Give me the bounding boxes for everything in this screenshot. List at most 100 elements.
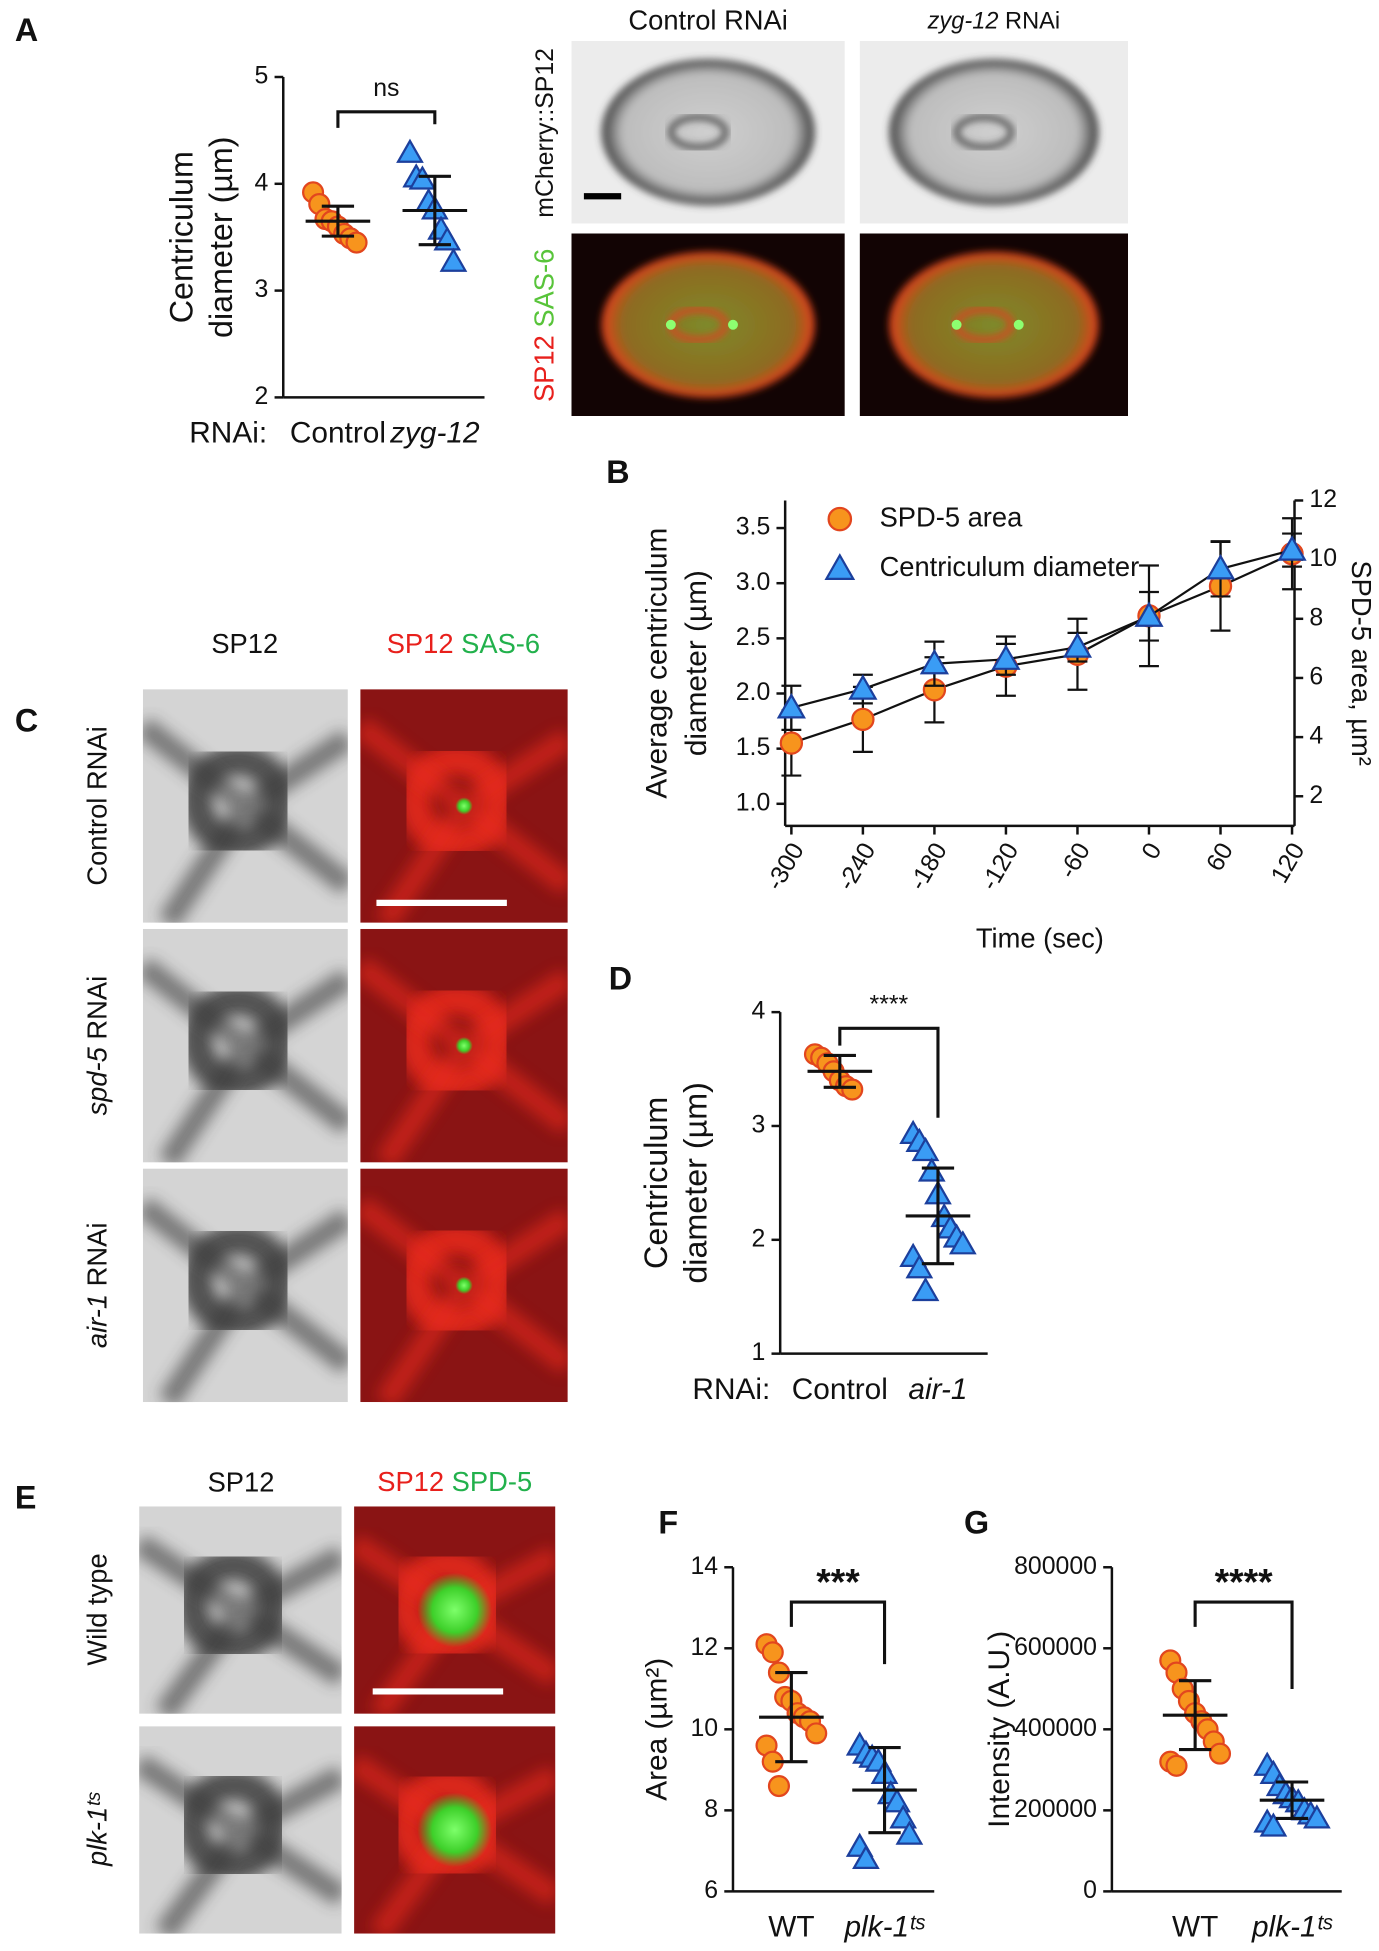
channel-red: SP12: [377, 1466, 444, 1497]
gene: zyg-12: [927, 9, 999, 35]
x-tick-label: air-1: [908, 1373, 967, 1406]
point: [396, 138, 424, 163]
channel-green: SAS-6: [529, 249, 560, 328]
y-axis-label: diameter (µm): [203, 136, 239, 338]
point: [895, 1820, 924, 1845]
panel-label: E: [15, 1480, 37, 1516]
y2-tick-label: 10: [1309, 545, 1337, 572]
category-prefix: RNAi:: [692, 1373, 770, 1406]
point: [779, 731, 804, 755]
y-tick-label: 200000: [1014, 1796, 1097, 1823]
x-tick-label: -300: [761, 839, 809, 896]
micrographs: [139, 40, 1129, 1934]
fibers: [139, 1754, 342, 1934]
point: [805, 1722, 828, 1745]
y-tick-label: 4: [255, 169, 269, 196]
y-tick-label: 2.5: [736, 624, 771, 651]
y-axis-label: diameter (µm): [678, 1082, 714, 1284]
panel-label: F: [658, 1505, 678, 1541]
suffix: RNAi: [82, 1223, 113, 1287]
y2-tick-label: 2: [1309, 782, 1323, 809]
micrograph: [859, 40, 1129, 224]
y2-tick-label: 8: [1309, 604, 1323, 631]
row-label: Wild type: [82, 1553, 113, 1665]
x-tick-label: Control: [290, 417, 386, 450]
y-axis-label: Centriculum: [163, 151, 199, 323]
y2-tick-label: 4: [1309, 723, 1323, 750]
significance-bracket: [789, 1600, 887, 1665]
y-tick-label: 8: [704, 1796, 718, 1823]
point: [439, 247, 468, 272]
point: [919, 648, 950, 675]
x-tick-label: WT: [768, 1911, 814, 1944]
y-tick-label: 3: [751, 1112, 765, 1139]
y2-tick-label: 6: [1309, 664, 1323, 691]
point: [911, 1136, 940, 1162]
point: [761, 1641, 784, 1664]
point: [1259, 1812, 1288, 1837]
column-label: zyg-12 RNAi: [927, 9, 1060, 35]
channel-red: SP12: [529, 335, 560, 402]
legend-marker: [827, 506, 853, 532]
y-axis-label: diameter (µm): [680, 570, 713, 756]
point: [776, 692, 806, 719]
micrograph: [571, 233, 845, 417]
micrograph: [360, 928, 568, 1163]
point: [905, 1254, 934, 1279]
point: [1165, 1754, 1188, 1777]
y-tick-label: 6: [704, 1877, 718, 1904]
row-label: plk-1ᵗˢ: [82, 1791, 113, 1867]
point: [948, 1230, 977, 1255]
suffix: RNAi: [1005, 9, 1060, 35]
x-tick-label: plk-1ᵗˢ: [1251, 1911, 1333, 1944]
y-tick-label: 1.0: [736, 789, 771, 816]
spd5: [417, 1792, 492, 1868]
micrograph: [139, 1506, 342, 1714]
row-label: air-1 RNAi: [82, 1223, 113, 1348]
point: [848, 674, 878, 700]
panel-label: B: [606, 454, 629, 490]
point: [1134, 601, 1164, 627]
point: [1205, 553, 1236, 580]
gene: spd-5: [82, 1046, 113, 1115]
legend-marker: [824, 553, 856, 580]
point: [408, 165, 437, 190]
x-tick-label: -120: [976, 839, 1024, 896]
micrograph: [360, 689, 568, 923]
x-tick-label: -180: [905, 839, 953, 896]
annotation: ns: [373, 75, 399, 102]
channel-green: SAS-6: [461, 628, 540, 659]
y-tick-label: 10: [690, 1715, 718, 1742]
point: [1062, 632, 1093, 658]
micrograph: [354, 1506, 556, 1714]
ring: [398, 743, 515, 859]
significance-bracket: [336, 110, 437, 128]
embryo: [889, 59, 1099, 206]
point: [1277, 535, 1307, 561]
sas6: [455, 1036, 473, 1055]
y-tick-label: 1.5: [736, 734, 771, 761]
y-tick-label: 1: [751, 1339, 765, 1366]
y-tick-label: 3.5: [736, 514, 771, 541]
y-tick-label: 4: [751, 998, 765, 1025]
fibers: [142, 1197, 348, 1403]
micrograph: [139, 1726, 342, 1934]
y-axis-label: Intensity (A.U.): [983, 1631, 1016, 1828]
x-tick-label: zyg-12: [389, 417, 480, 450]
x-tick-label: WT: [1172, 1911, 1218, 1944]
column-label: SP12 SPD-5: [377, 1466, 532, 1497]
micrograph: [360, 1168, 568, 1403]
significance-bracket: [1193, 1600, 1294, 1689]
y-tick-label: 400000: [1014, 1715, 1097, 1742]
point: [852, 1844, 880, 1870]
column-label: Control RNAi: [628, 5, 787, 36]
x-tick-label: 120: [1266, 839, 1310, 888]
ring: [398, 1222, 515, 1339]
micrograph: [142, 689, 348, 923]
point: [767, 1774, 791, 1798]
embryo: [601, 251, 815, 398]
point: [917, 1157, 946, 1182]
channel-red: SP12: [387, 628, 454, 659]
centrosome: [728, 319, 738, 330]
